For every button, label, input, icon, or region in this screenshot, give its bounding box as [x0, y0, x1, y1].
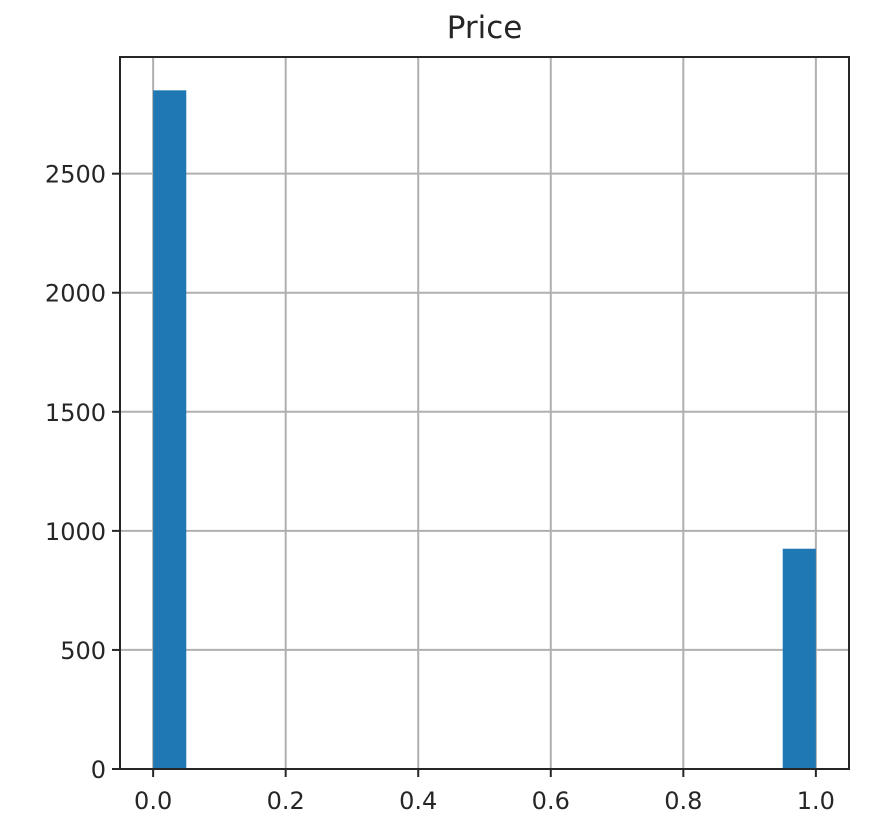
- y-tick-label: 2500: [45, 161, 106, 189]
- plot-frame: [119, 56, 850, 770]
- y-tick-label: 2000: [45, 280, 106, 308]
- x-tick-label: 0.8: [664, 787, 702, 815]
- y-tick-label: 1500: [45, 399, 106, 427]
- x-tick-label: 0.2: [267, 787, 305, 815]
- chart-title: Price: [447, 10, 523, 46]
- x-tick-label: 0.4: [399, 787, 437, 815]
- x-tick-label: 0.0: [134, 787, 172, 815]
- y-tick-label: 500: [60, 637, 106, 665]
- y-tick-label: 0: [91, 756, 106, 784]
- grid-lines: [120, 57, 849, 770]
- x-tick-label: 0.6: [532, 787, 570, 815]
- histogram-bars: [153, 90, 816, 770]
- axis-ticks: 0.0 0.2 0.4 0.6 0.8 1.0 0 500 1000 1500 2000 2500: [45, 161, 835, 815]
- y-tick-label: 1000: [45, 518, 106, 546]
- x-tick-label: 1.0: [797, 787, 835, 815]
- histogram-bar: [782, 548, 816, 769]
- histogram-bar: [153, 90, 187, 770]
